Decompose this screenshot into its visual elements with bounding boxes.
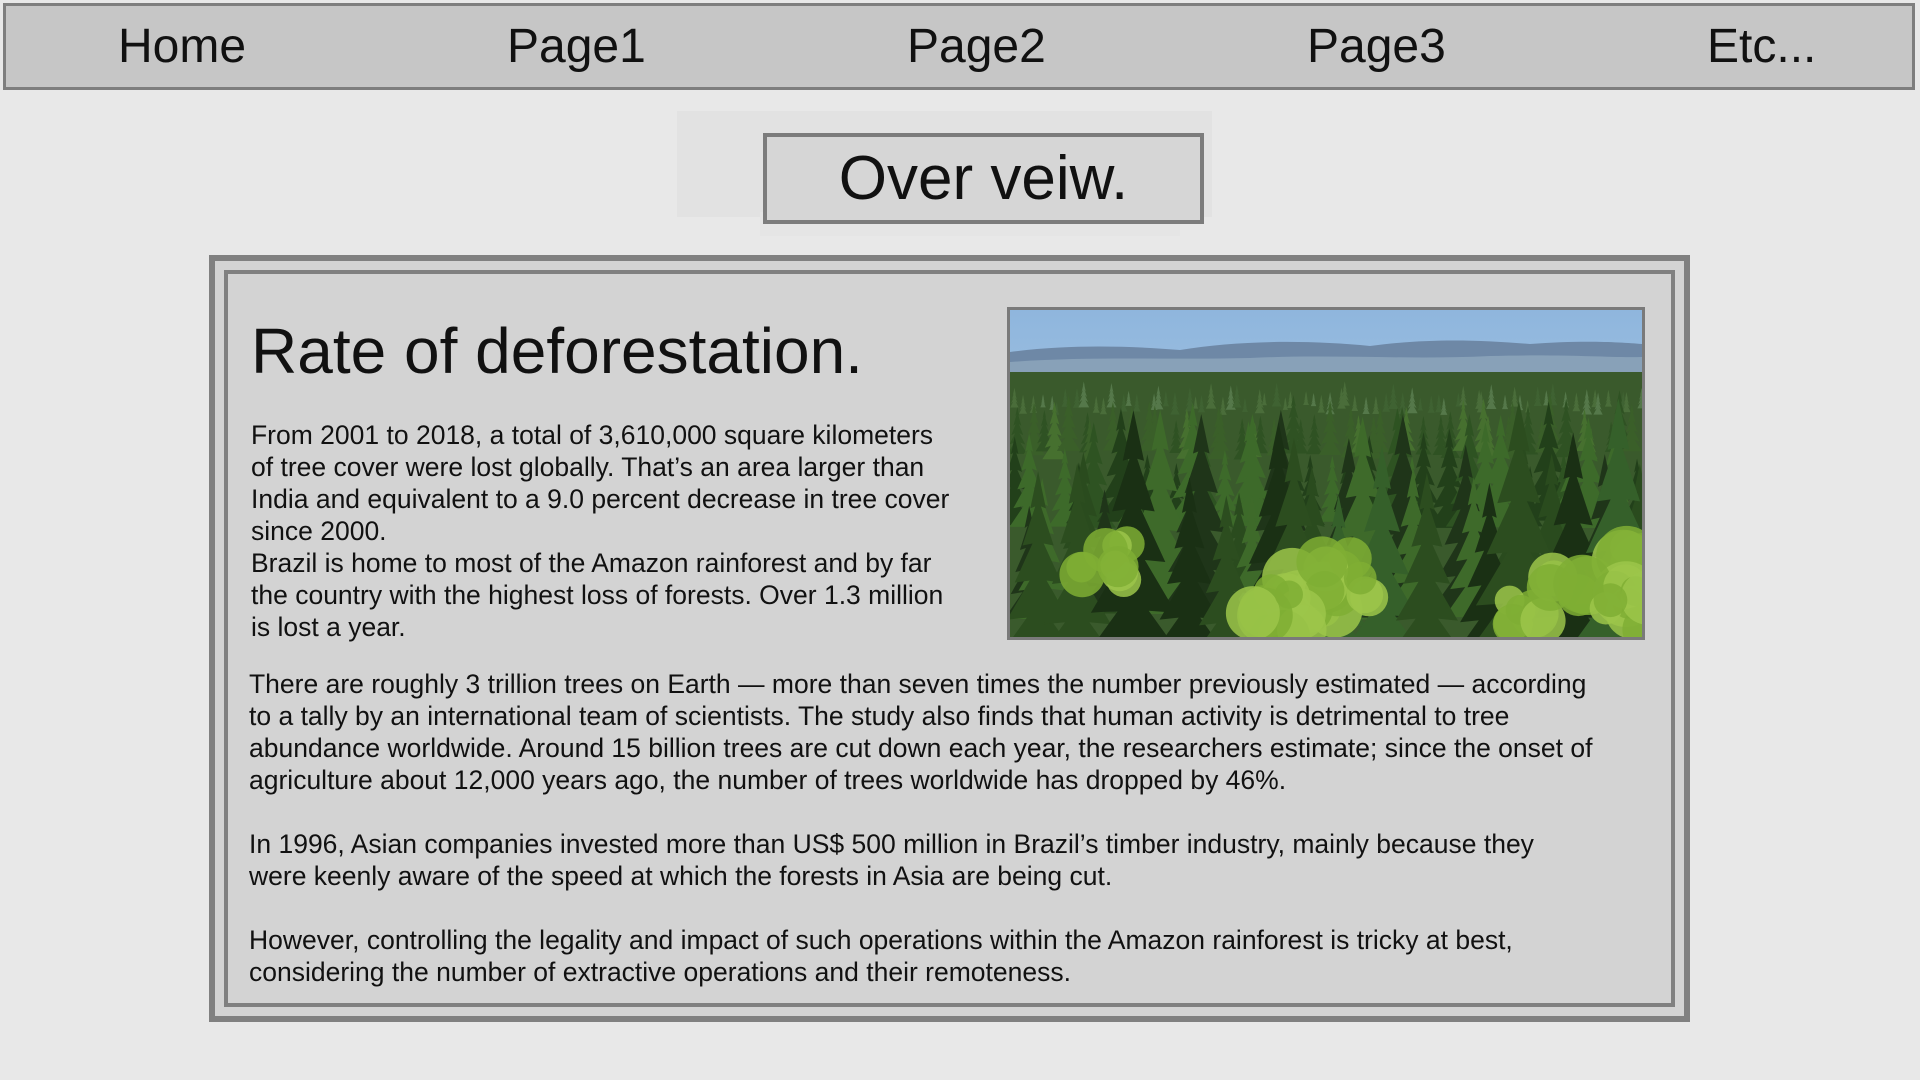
lead-line: From 2001 to 2018, a total of 3,610,000 … [251, 420, 934, 450]
paragraph-line: were keenly aware of the speed at which … [249, 861, 1113, 891]
paragraph-line: agriculture about 12,000 years ago, the … [249, 765, 1287, 795]
lead-line: is lost a year. [251, 612, 406, 642]
lead-line: India and equivalent to a 9.0 percent de… [251, 484, 950, 514]
forest-image-graphic [1010, 310, 1642, 637]
article-title: Rate of deforestation. [251, 315, 863, 387]
paragraph-line: abundance worldwide. Around 15 billion t… [249, 733, 1593, 763]
page-title: Over veiw. [763, 133, 1204, 224]
top-nav-bar: Home Page1 Page2 Page3 Etc... [3, 3, 1915, 90]
lead-line: the country with the highest loss of for… [251, 580, 944, 610]
article-paragraph-legality: However, controlling the legality and im… [249, 924, 1669, 988]
paragraph-line: There are roughly 3 trillion trees on Ea… [249, 669, 1587, 699]
paragraph-line: to a tally by an international team of s… [249, 701, 1510, 731]
nav-item-page1[interactable]: Page1 [507, 20, 646, 73]
nav-item-page2[interactable]: Page2 [907, 20, 1046, 73]
article-lead-paragraph: From 2001 to 2018, a total of 3,610,000 … [251, 419, 991, 643]
article-paragraph-investment: In 1996, Asian companies invested more t… [249, 828, 1669, 892]
paragraph-line: However, controlling the legality and im… [249, 925, 1513, 955]
article-paragraph-trees: There are roughly 3 trillion trees on Ea… [249, 668, 1669, 796]
nav-item-page3[interactable]: Page3 [1307, 20, 1446, 73]
nav-item-home[interactable]: Home [118, 20, 247, 73]
nav-item-etc[interactable]: Etc... [1707, 20, 1817, 73]
lead-line: since 2000. [251, 516, 387, 546]
paragraph-line: In 1996, Asian companies invested more t… [249, 829, 1534, 859]
paragraph-line: considering the number of extractive ope… [249, 957, 1071, 987]
lead-line: of tree cover were lost globally. That’s… [251, 452, 925, 482]
forest-photo [1007, 307, 1645, 640]
lead-line: Brazil is home to most of the Amazon rai… [251, 548, 932, 578]
article-panel-inner-border [224, 270, 1675, 1007]
